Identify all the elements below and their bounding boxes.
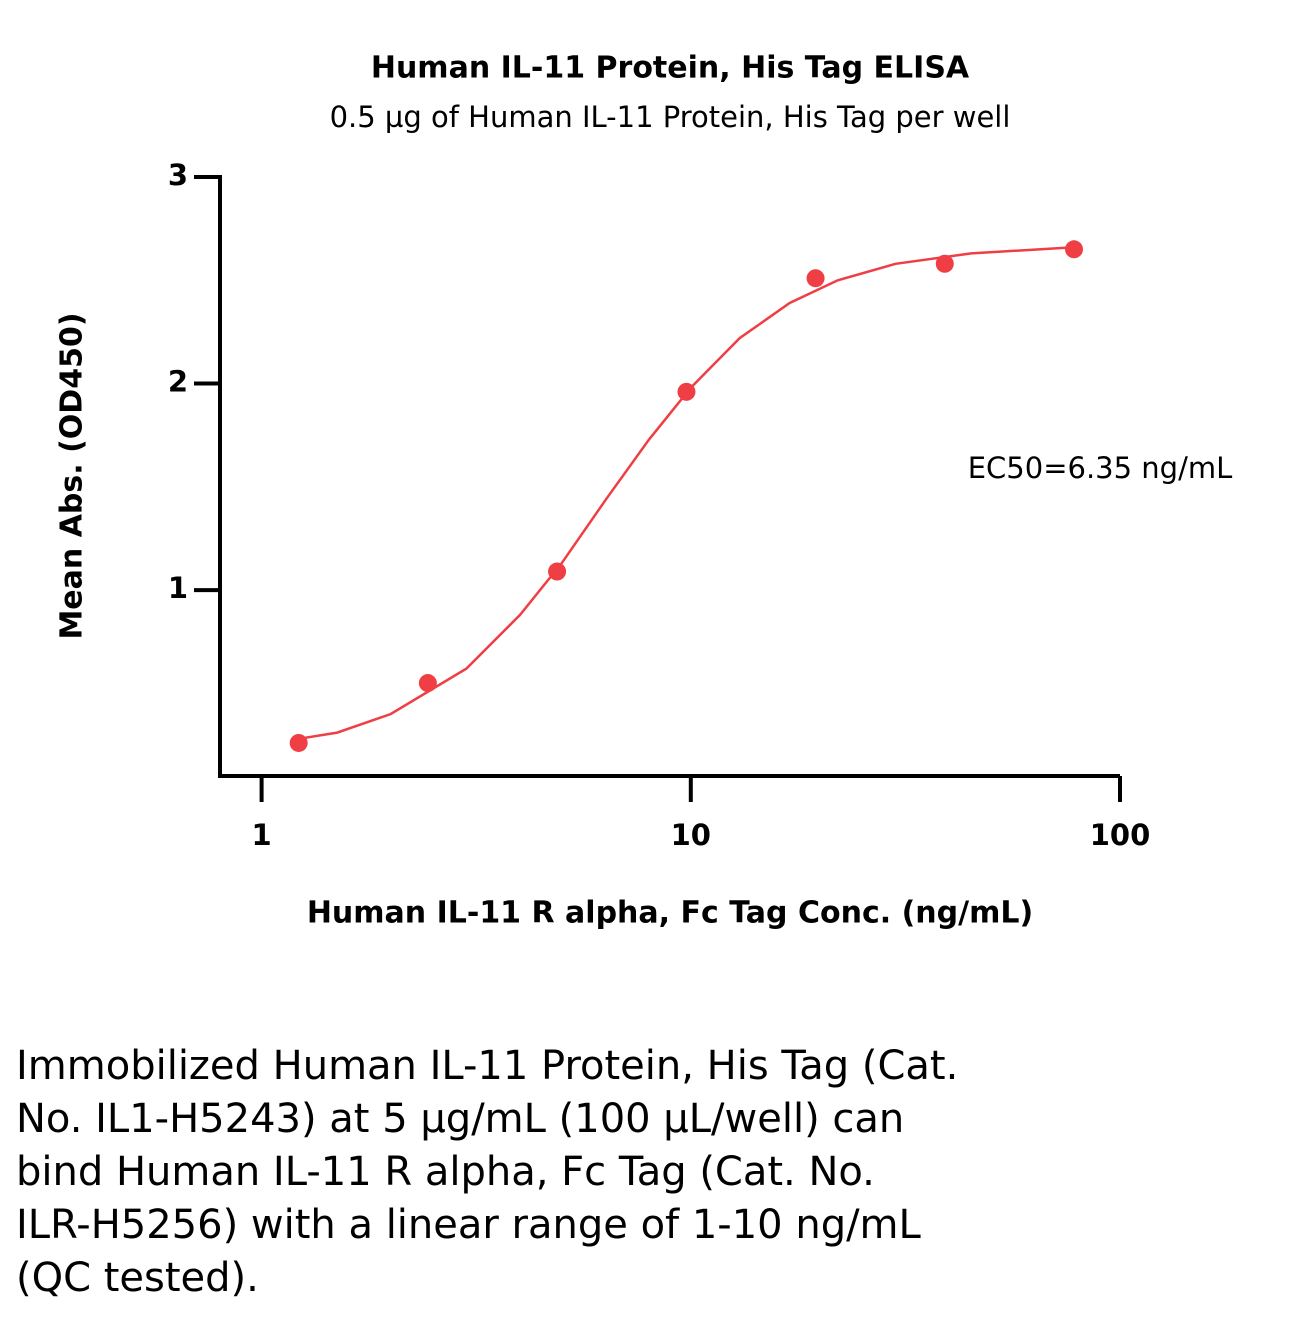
data-point [806,269,825,288]
x-tick-label: 1 [252,818,272,852]
data-point [548,562,567,581]
caption: Immobilized Human IL-11 Protein, His Tag… [16,1040,958,1305]
x-tick-label: 10 [671,818,711,852]
data-point [418,674,437,693]
y-tick-label: 3 [168,158,188,192]
caption-line: No. IL1-H5243) at 5 µg/mL (100 µL/well) … [16,1096,905,1142]
data-point [289,733,308,752]
data-point [677,382,696,401]
y-tick-label: 2 [168,365,188,399]
fit-curve [298,245,1075,741]
x-axis-label: Human IL-11 R alpha, Fc Tag Conc. (ng/mL… [307,896,1033,931]
caption-line: (QC tested). [16,1255,259,1301]
chart-title: Human IL-11 Protein, His Tag ELISA [371,51,970,86]
y-tick-label: 1 [168,571,188,605]
chart-subtitle: 0.5 µg of Human IL-11 Protein, His Tag p… [330,100,1011,134]
caption-line: bind Human IL-11 R alpha, Fc Tag (Cat. N… [16,1149,875,1195]
annotation: EC50=6.35 ng/mL [968,451,1233,485]
caption-line: ILR-H5256) with a linear range of 1-10 n… [16,1202,921,1248]
caption-line: Immobilized Human IL-11 Protein, His Tag… [16,1043,959,1089]
data-point [935,254,954,273]
data-point [1064,240,1083,259]
x-tick-label: 100 [1090,818,1151,852]
chart: Human IL-11 Protein, His Tag ELISA 0.5 µ… [55,51,1233,931]
y-axis-label: Mean Abs. (OD450) [55,312,90,639]
